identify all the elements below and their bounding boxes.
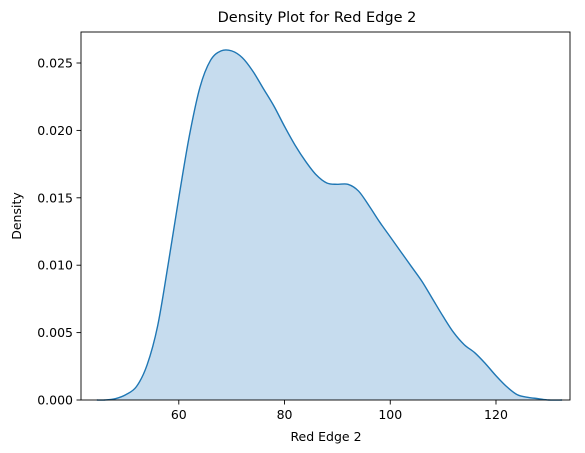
y-tick-label: 0.010 [37,258,73,273]
y-tick-label: 0.025 [37,56,73,71]
x-tick-label: 100 [378,407,402,422]
y-axis-label: Density [9,192,24,240]
density-curve-line [96,49,563,401]
y-tick-label: 0.005 [37,325,73,340]
x-axis-label: Red Edge 2 [290,429,361,444]
plot-frame [80,31,571,401]
x-tick-label: 120 [484,407,508,422]
y-tick-label: 0.000 [37,393,73,408]
y-tick-label: 0.015 [37,190,73,205]
y-tick-label: 0.020 [37,123,73,138]
density-area-fill [96,49,563,401]
x-tick-label: 80 [277,407,293,422]
x-tick-label: 60 [171,407,187,422]
chart-title: Density Plot for Red Edge 2 [218,10,417,26]
